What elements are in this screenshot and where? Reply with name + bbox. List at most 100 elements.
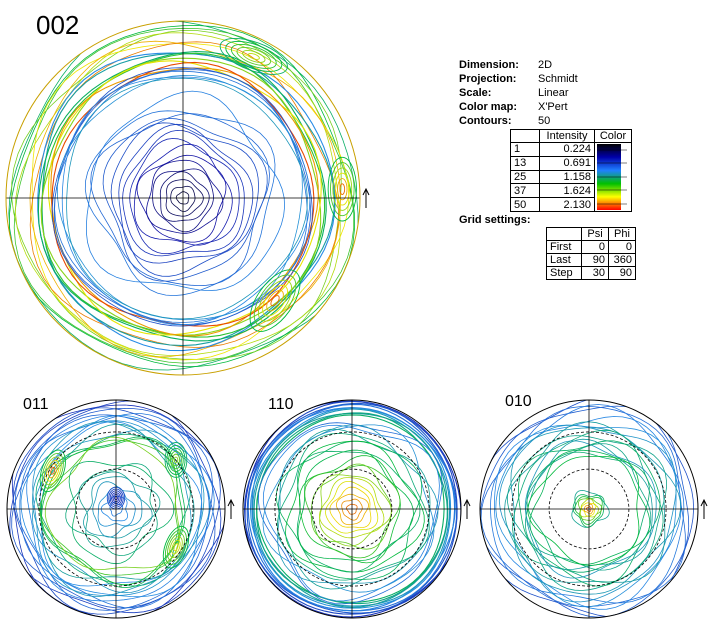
colormap-row: 50 2.130 — [510, 197, 632, 212]
contour-line — [270, 295, 280, 307]
grid-row-first: First 0 0 — [546, 240, 636, 254]
pole-figure-110 — [242, 399, 471, 619]
contour-line — [164, 442, 188, 478]
contour-line — [11, 29, 342, 360]
info-key: Dimension: — [459, 59, 519, 71]
colormap-header-level — [510, 129, 540, 143]
contour-line — [219, 37, 288, 75]
measurement-info: Dimension: 2D Projection: Schmidt Scale: Li… — [459, 58, 578, 128]
info-key: Color map: — [459, 101, 518, 113]
contour-line — [253, 274, 297, 327]
info-row-scale: Scale: Linear — [459, 86, 578, 100]
contour-line — [45, 459, 60, 482]
colormap-intensity: 1.158 — [539, 169, 595, 185]
direction-arrow-icon — [362, 187, 370, 208]
grid-settings-table: Psi Phi First 0 0 Last 90 360 Step 30 90 — [546, 227, 636, 280]
pole-figure-title-011: 011 — [23, 396, 49, 413]
contour-line — [171, 539, 181, 555]
colormap-header-intensity: Intensity — [539, 129, 595, 143]
outer-boundary-circle — [479, 399, 699, 619]
grid-phi: 360 — [608, 253, 636, 267]
grid-row-label: Last — [546, 253, 582, 267]
info-row-projection: Projection: Schmidt — [459, 72, 578, 86]
grid-row-label: Step — [546, 266, 582, 280]
contour-line — [136, 154, 227, 243]
colormap-level: 50 — [510, 197, 540, 212]
info-key: Contours: — [459, 115, 512, 127]
info-value: X'Pert — [538, 101, 568, 113]
grid-psi: 30 — [581, 266, 609, 280]
info-key: Scale: — [459, 87, 492, 99]
contour-line — [249, 269, 301, 332]
grid-header-phi: Phi — [608, 227, 636, 241]
contour-line — [277, 424, 439, 584]
colormap-level: 25 — [510, 169, 540, 185]
colormap-level: 37 — [510, 183, 540, 199]
grid-header-row: Psi Phi — [546, 227, 636, 241]
contour-line — [169, 536, 183, 559]
grid-phi: 90 — [608, 266, 636, 280]
grid-psi: 90 — [581, 253, 609, 267]
contour-line — [170, 450, 182, 470]
direction-arrow-icon — [463, 498, 471, 519]
info-value: Linear — [538, 87, 569, 99]
pole-figure-title-010: 010 — [505, 393, 532, 410]
contour-line — [230, 43, 277, 69]
grid-psi: 0 — [581, 240, 609, 254]
pole-figure-002 — [5, 20, 370, 376]
contour-line — [168, 447, 184, 473]
pole-figure-010 — [479, 399, 708, 619]
outer-boundary-circle — [6, 399, 226, 619]
contour-line — [39, 449, 66, 493]
contour-line — [41, 453, 64, 489]
contour-line — [171, 453, 181, 467]
info-key: Projection: — [459, 73, 517, 85]
contour-line — [262, 424, 435, 593]
contour-line — [334, 172, 350, 206]
colormap-swatch — [594, 142, 632, 212]
contour-line — [242, 49, 266, 63]
contour-group — [480, 400, 695, 618]
contour-group — [8, 21, 359, 371]
contour-line — [78, 471, 161, 548]
contour-line — [159, 171, 210, 222]
colormap-level: 1 — [510, 142, 540, 157]
colormap-intensity: 0.224 — [539, 142, 595, 157]
info-row-dimension: Dimension: 2D — [459, 58, 578, 72]
contour-line — [257, 279, 293, 322]
outer-boundary-circle — [5, 20, 361, 376]
grid-header-label — [546, 227, 582, 241]
contour-line — [173, 543, 179, 552]
contour-line — [339, 183, 346, 195]
contour-line — [43, 456, 62, 486]
contour-line — [11, 404, 225, 618]
contour-line — [173, 456, 179, 464]
grid-header-psi: Psi — [581, 227, 609, 241]
grid-settings-title: Grid settings: — [459, 214, 531, 226]
info-value: 50 — [538, 115, 551, 127]
info-value: 2D — [538, 59, 553, 71]
colormap-intensity: 2.130 — [539, 197, 595, 212]
contour-line — [225, 40, 283, 72]
contour-line — [262, 284, 288, 317]
colormap-row: 1 0.224 — [510, 142, 632, 212]
contour-line — [327, 156, 357, 222]
contour-line — [164, 529, 187, 565]
pole-figure-title-002: 002 — [36, 10, 80, 40]
colormap-header-row: Intensity Color — [510, 129, 632, 143]
grid-row-last: Last 90 360 — [546, 253, 636, 267]
contour-line — [296, 450, 421, 573]
contour-line — [332, 167, 353, 211]
contour-line — [247, 52, 260, 60]
colormap-level: 13 — [510, 155, 540, 171]
grid-phi: 0 — [608, 240, 636, 254]
contour-line — [266, 289, 284, 312]
direction-arrow-icon — [700, 498, 708, 519]
info-value: Schmidt — [538, 73, 578, 85]
colormap-table: Intensity Color 1 0.224 — [510, 129, 632, 212]
colormap-intensity: 1.624 — [539, 183, 595, 199]
info-row-contours: Contours: 50 — [459, 114, 578, 128]
colormap-header-color: Color — [594, 129, 632, 143]
contour-line — [167, 532, 185, 562]
